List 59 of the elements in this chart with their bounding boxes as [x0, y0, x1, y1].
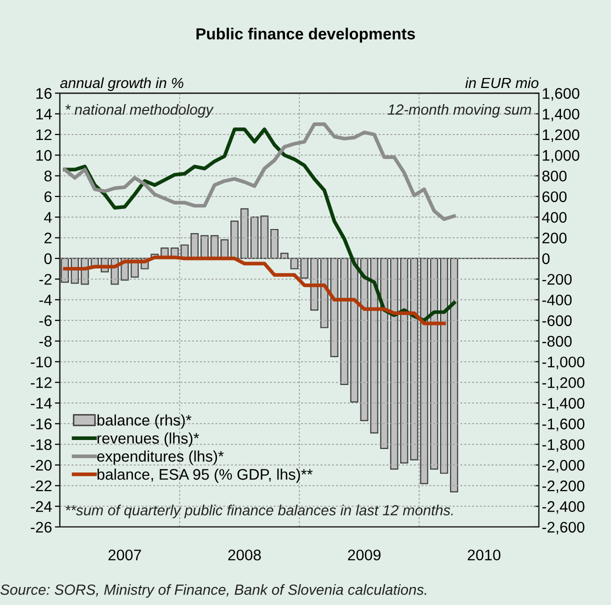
y-tick-label: -16: [30, 418, 52, 430]
y2-tick-label: -2,200: [542, 480, 584, 494]
y-tick-label: -22: [30, 480, 52, 492]
legend-label: revenues (lhs)*: [98, 432, 200, 447]
y-tick-label: -6: [39, 315, 52, 326]
y-tick-label: 8: [44, 170, 52, 182]
y-tick-label: -4: [39, 294, 52, 306]
y-tick-label: -18: [30, 439, 52, 450]
x-tick-label: 2008: [228, 550, 261, 560]
y-tick-label: 0: [44, 253, 52, 264]
y-tick-label: 16: [36, 88, 52, 99]
x-tick-label: 2010: [468, 550, 500, 560]
y2-tick-label: -1,000: [542, 356, 584, 370]
y-tick-label: -12: [30, 377, 52, 388]
y-tick-label: -24: [30, 501, 52, 512]
y2-tick-label: 400: [542, 212, 567, 223]
y2-tick-label: 0: [542, 253, 550, 264]
y2-axis-title: in EUR mio: [465, 77, 538, 88]
annotation: 12-month moving sum: [388, 104, 532, 118]
y2-tick-label: 600: [542, 191, 567, 202]
y2-tick-label: 800: [542, 170, 567, 182]
legend-label: balance, ESA 95 (% GDP, lhs)**: [98, 468, 313, 483]
y2-tick-label: -2,600: [542, 522, 584, 534]
y2-tick-label: -1,400: [542, 398, 584, 411]
x-tick-label: 2009: [348, 550, 381, 560]
y2-tick-label: -1,600: [542, 418, 584, 432]
y2-tick-label: 1,200: [542, 129, 580, 142]
y-tick-label: -10: [30, 356, 52, 368]
y-tick-label: -14: [30, 398, 52, 409]
y2-tick-label: -2,000: [542, 460, 584, 472]
chart-title: Public finance developments: [196, 28, 415, 43]
y2-tick-label: -400: [542, 294, 572, 306]
y-tick-label: 14: [36, 108, 52, 120]
y-tick-label: -20: [30, 460, 52, 471]
source-note: Source: SORS, Ministry of Finance, Bank of Slovenia calculations.: [0, 584, 426, 598]
y-tick-label: 12: [36, 129, 52, 140]
x-tick-label: 2007: [108, 550, 141, 560]
annotation: **sum of quarterly public finance balances in last 12 months.: [66, 504, 453, 518]
y-tick-label: 4: [44, 212, 52, 223]
y2-tick-label: -1,200: [542, 377, 584, 390]
y2-tick-label: -600: [542, 315, 572, 326]
y2-tick-label: -2,400: [542, 501, 584, 514]
annotation: * national methodology: [66, 104, 214, 118]
legend-label: expenditures (lhs)*: [97, 450, 224, 465]
y2-tick-label: -200: [542, 274, 572, 285]
legend-label: balance (rhs)*: [98, 414, 192, 429]
y-axis-title: annual growth in %: [60, 77, 184, 91]
y2-tick-label: 1,600: [542, 88, 580, 101]
y-tick-label: 6: [44, 191, 52, 202]
y-tick-label: 2: [44, 232, 52, 244]
y2-tick-label: -800: [542, 336, 572, 347]
y-tick-label: -8: [39, 336, 52, 347]
y-tick-label: -2: [39, 274, 52, 285]
y2-tick-label: 200: [542, 232, 567, 244]
y-tick-label: 10: [36, 150, 52, 161]
y2-tick-label: -1,800: [542, 439, 584, 452]
y-tick-label: -26: [30, 522, 52, 533]
y2-tick-label: 1,000: [542, 150, 580, 163]
y2-tick-label: 1,400: [542, 108, 580, 122]
